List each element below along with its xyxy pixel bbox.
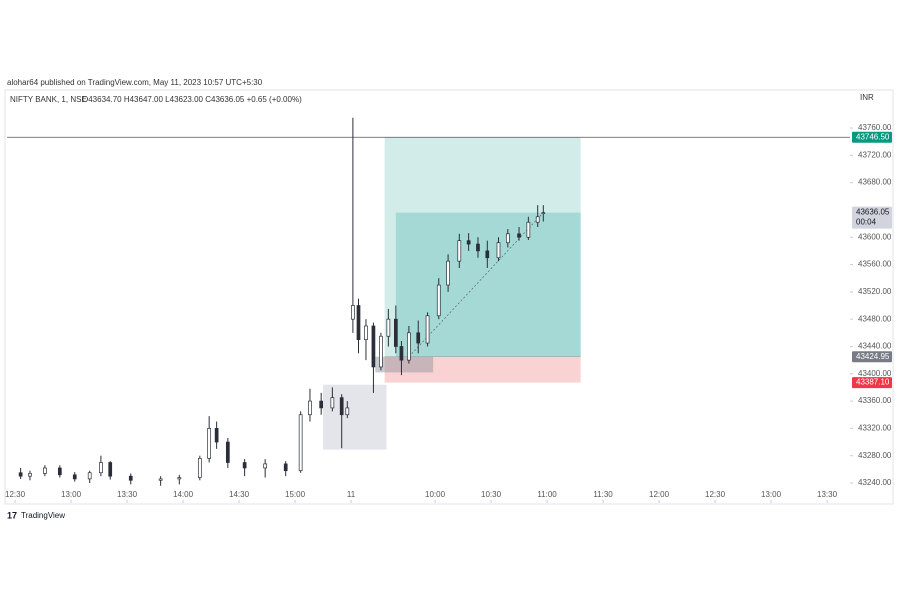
candle-body: [425, 315, 430, 344]
candle-body: [535, 216, 540, 223]
candle-body: [436, 284, 441, 317]
candle-body: [379, 335, 383, 368]
x-tick-label: 13:30: [117, 490, 138, 499]
candle-body: [128, 475, 133, 481]
candle-body: [476, 243, 480, 252]
candle-body: [177, 477, 182, 480]
x-tick-label: 14:00: [173, 490, 194, 499]
currency: INR: [860, 93, 874, 102]
logo-mark: 17: [7, 510, 17, 520]
candle-body: [393, 318, 398, 347]
price-label: 43424.95: [856, 352, 890, 361]
x-tick-label: 11:30: [593, 490, 613, 499]
candle-body: [197, 458, 202, 478]
candle-body: [214, 428, 219, 443]
y-tick-label: 43480.00: [858, 314, 892, 323]
y-tick-label: 43240.00: [858, 478, 892, 487]
candle-body: [308, 400, 312, 416]
candle-body: [72, 474, 77, 480]
candle-body: [457, 240, 462, 262]
candle-body: [526, 221, 531, 238]
candle-body: [466, 240, 471, 245]
y-tick-label: 43600.00: [858, 232, 892, 241]
candle-body: [87, 472, 92, 480]
candle-body: [364, 325, 368, 340]
candle-body: [283, 463, 288, 472]
candle-body: [28, 473, 32, 477]
x-tick-label: 13:30: [817, 490, 838, 499]
candle-body: [99, 462, 103, 474]
y-tick-label: 43320.00: [858, 423, 892, 432]
candle-body: [351, 305, 355, 320]
x-tick-label: 15:00: [285, 490, 306, 499]
candle-body: [263, 463, 268, 469]
candle-body: [496, 242, 501, 259]
candle-body: [386, 318, 391, 337]
candle-body: [356, 305, 361, 340]
publish-header: alohar64 published on TradingView.com, M…: [7, 78, 263, 87]
y-tick-label: 43720.00: [858, 150, 892, 159]
price-label-bg: [852, 131, 892, 143]
candle-body: [371, 325, 376, 368]
candle-body: [339, 397, 344, 416]
y-tick-label: 43360.00: [858, 396, 892, 405]
price-label: 43636.05: [856, 208, 890, 217]
filled-profit: [395, 212, 581, 357]
x-tick-label: 11:00: [537, 490, 557, 499]
plot-area: [7, 117, 850, 486]
y-tick-label: 43280.00: [858, 451, 892, 460]
highlight-zone: [323, 384, 387, 450]
y-tick-label: 43760.00: [858, 123, 892, 132]
candle-body: [298, 414, 303, 472]
candle-body: [407, 332, 411, 361]
y-tick-label: 43520.00: [858, 287, 892, 296]
countdown: 00:04: [856, 218, 877, 227]
candle-body: [541, 212, 546, 214]
symbol-title: NIFTY BANK, 1, NSE: [10, 95, 87, 104]
price-label-bg: [852, 206, 892, 229]
candle-body: [485, 250, 490, 259]
candle-body: [399, 346, 404, 361]
highlight-zone: [375, 356, 434, 373]
candle-body: [345, 407, 350, 416]
y-tick-label: 43400.00: [858, 369, 892, 378]
candle-body: [416, 332, 421, 344]
candle-body: [225, 441, 230, 463]
candle-body: [330, 397, 335, 409]
x-tick-label: 12:30: [5, 490, 26, 499]
x-tick-label: 13:00: [61, 490, 82, 499]
x-tick-label: 10:30: [481, 490, 502, 499]
candle-body: [242, 462, 247, 469]
x-tick-label: 12:30: [705, 490, 726, 499]
brand-name: TradingView: [21, 511, 65, 520]
candle-body: [108, 462, 113, 477]
y-tick-label: 43440.00: [858, 342, 892, 351]
candle-body: [57, 467, 62, 476]
candle-body: [446, 260, 450, 286]
ohlc-readout: O43634.70 H43647.00 L43623.00 C43636.05 …: [82, 95, 302, 104]
candle-body: [505, 233, 510, 244]
x-tick-label: 10:00: [425, 490, 446, 499]
price-label-bg: [852, 377, 892, 389]
candle-body: [158, 478, 163, 481]
y-tick-label: 43680.00: [858, 178, 892, 187]
x-tick-label: 11: [347, 490, 356, 499]
brand-logo: 17 TradingView: [7, 510, 65, 520]
x-tick-label: 14:30: [229, 490, 250, 499]
x-tick-label: 13:00: [761, 490, 782, 499]
candle-body: [207, 428, 212, 459]
price-label-bg: [852, 351, 892, 363]
candle-body: [43, 467, 47, 474]
candle-body: [517, 233, 521, 238]
price-label: 43387.10: [856, 378, 890, 387]
candle-body: [18, 472, 23, 477]
x-tick-label: 12:00: [649, 490, 670, 499]
price-label: 43746.50: [856, 132, 890, 141]
candle-body: [319, 400, 324, 409]
trend-line: [408, 212, 544, 357]
y-tick-label: 43560.00: [858, 260, 892, 269]
